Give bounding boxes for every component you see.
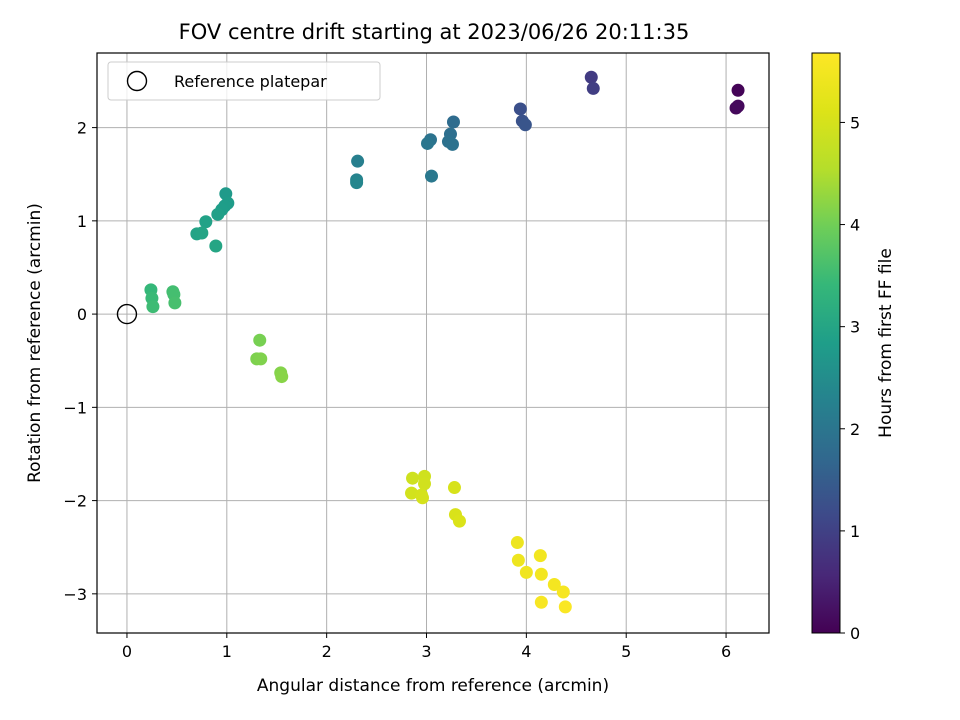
legend: Reference platepar [107, 61, 381, 101]
data-point [510, 536, 524, 550]
x-tick-label: 0 [122, 642, 132, 661]
data-point [195, 226, 209, 240]
colorbar-tick-label: 5 [850, 113, 860, 132]
data-point [731, 83, 745, 97]
reference-marker [116, 303, 138, 325]
data-point [445, 137, 459, 151]
y-tick-label: −2 [63, 492, 87, 511]
plot-background [97, 53, 769, 633]
data-point [199, 215, 213, 229]
x-tick-label: 1 [222, 642, 232, 661]
plot-frame [96, 52, 770, 634]
data-point [350, 176, 364, 190]
data-point [406, 471, 420, 485]
data-point [511, 553, 525, 567]
x-tick-label: 3 [421, 642, 431, 661]
y-tick-label: 2 [77, 119, 87, 138]
x-axis-label: Angular distance from reference (arcmin) [257, 676, 609, 696]
colorbar-tick-label: 2 [850, 420, 860, 439]
x-tick-label: 5 [621, 642, 631, 661]
data-point [558, 600, 572, 614]
plot-area [96, 52, 770, 634]
colorbar: 0 1 2 3 4 5 Hours from first FF file [811, 52, 896, 643]
data-point [418, 477, 432, 491]
y-tick-label: −1 [63, 398, 87, 417]
data-point [731, 99, 745, 113]
data-point [209, 239, 223, 253]
data-point [351, 154, 365, 168]
data-point [533, 549, 547, 563]
data-point [168, 296, 182, 310]
x-axis-ticks: 0 1 2 3 4 5 6 [122, 633, 731, 661]
data-point [518, 118, 532, 132]
legend-box [107, 61, 381, 101]
data-point [452, 514, 466, 528]
colorbar-tick-label: 1 [850, 522, 860, 541]
y-axis-ticks: −3 −2 −1 0 1 2 [63, 119, 97, 604]
data-point [547, 578, 561, 592]
x-tick-label: 6 [721, 642, 731, 661]
x-tick-label: 4 [521, 642, 531, 661]
data-point [447, 481, 461, 495]
data-point [534, 595, 548, 609]
data-point [253, 333, 267, 347]
legend-marker-open-circle [126, 70, 148, 92]
data-point [513, 102, 527, 116]
y-tick-label: 1 [77, 212, 87, 231]
chart-title: FOV centre drift starting at 2023/06/26 … [179, 20, 690, 44]
y-tick-label: 0 [77, 305, 87, 324]
data-point [556, 585, 570, 599]
data-point [416, 491, 430, 505]
data-points [144, 70, 745, 614]
reference-platepar-marker [116, 303, 138, 325]
y-axis-label: Rotation from reference (arcmin) [25, 203, 45, 483]
colorbar-tick-label: 4 [850, 216, 860, 235]
data-point [446, 115, 460, 129]
grid [97, 53, 769, 633]
colorbar-label: Hours from first FF file [876, 248, 896, 438]
x-tick-label: 2 [322, 642, 332, 661]
data-point [405, 486, 419, 500]
data-point [211, 207, 225, 221]
data-point [534, 567, 548, 581]
y-tick-label: −3 [63, 585, 87, 604]
data-point [425, 169, 439, 183]
colorbar-ticks: 0 1 2 3 4 5 [840, 113, 860, 643]
colorbar-tick-label: 3 [850, 318, 860, 337]
colorbar-tick-label: 0 [850, 624, 860, 643]
legend-label-reference-platepar: Reference platepar [174, 72, 327, 91]
data-point [275, 370, 289, 384]
data-point [584, 70, 598, 84]
data-point [146, 300, 160, 314]
data-point [586, 81, 600, 95]
colorbar-gradient [811, 52, 841, 634]
data-point [254, 352, 268, 366]
data-point [519, 565, 533, 579]
data-point [421, 136, 435, 150]
